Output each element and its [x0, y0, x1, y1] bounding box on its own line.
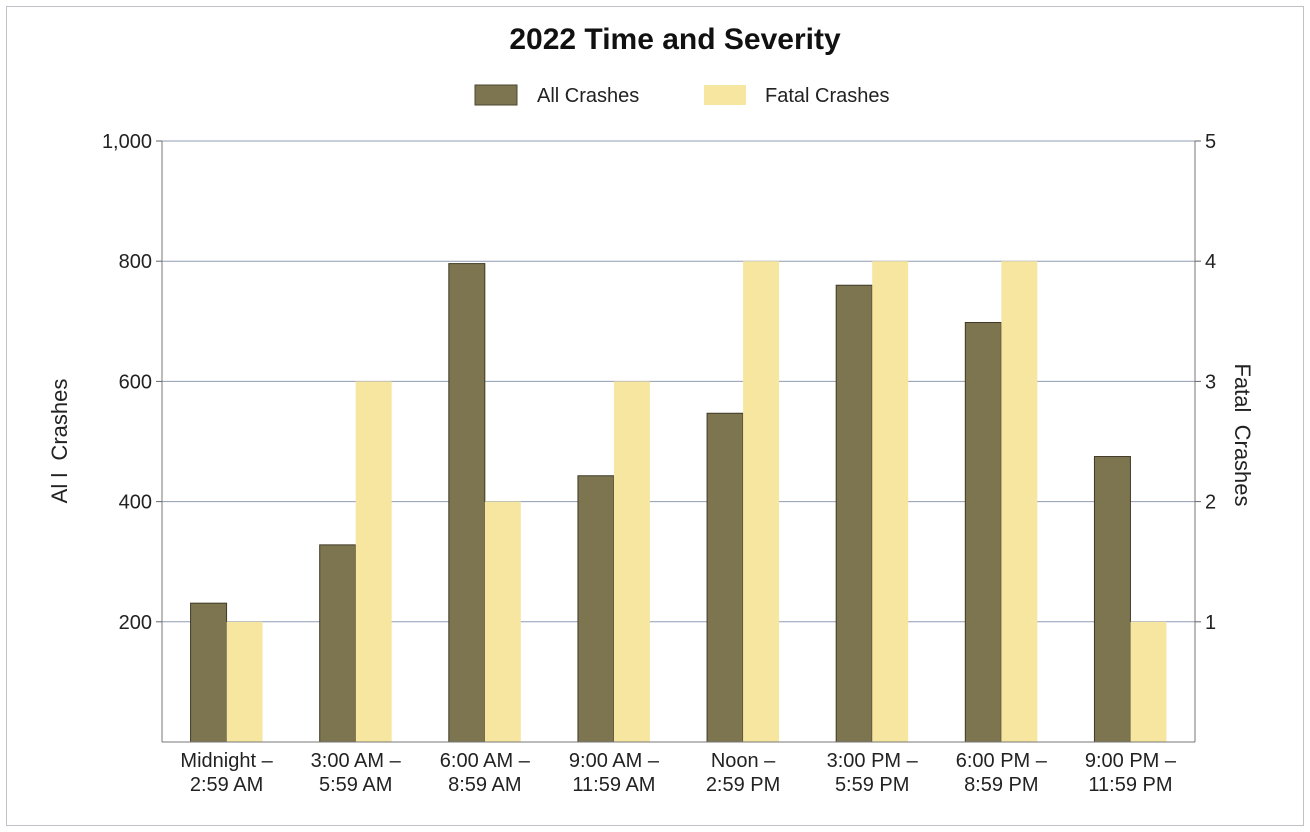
right-tick-label: 4 — [1205, 251, 1216, 273]
right-tick-label: 5 — [1205, 131, 1216, 153]
x-tick-label: 6:00 AM – — [440, 750, 531, 772]
legend-label-all-crashes: All Crashes — [537, 85, 639, 107]
bar-all-crashes — [448, 263, 486, 743]
right-axis-ticks: 1 2 3 4 5 — [1195, 131, 1216, 634]
legend: All Crashes Fatal Crashes — [474, 84, 890, 107]
right-tick-label: 2 — [1205, 492, 1216, 514]
bar-all-crashes — [319, 544, 357, 743]
left-axis-title: Al l Crashes — [47, 379, 72, 504]
bars — [190, 261, 1167, 743]
left-axis-ticks: 200 400 600 800 1,000 — [102, 131, 162, 634]
axes — [161, 141, 1196, 743]
x-tick-label: 3:00 PM – — [827, 750, 919, 772]
left-tick-label: 1,000 — [102, 131, 152, 153]
left-tick-label: 400 — [119, 492, 152, 514]
x-tick-label: 5:59 PM — [835, 774, 909, 796]
x-tick-label: 11:59 AM — [572, 774, 655, 796]
x-tick-label: 9:00 AM – — [569, 750, 660, 772]
bar-all-crashes — [835, 284, 873, 743]
left-tick-label: 800 — [119, 251, 152, 273]
x-tick-label: 3:00 AM – — [311, 750, 402, 772]
gridlines — [162, 140, 1195, 623]
x-axis-ticks: Midnight –2:59 AM 3:00 AM –5:59 AM 6:00 AM… — [180, 750, 1176, 796]
bar-fatal-crashes — [1001, 261, 1038, 742]
x-tick-label: 8:59 PM — [964, 774, 1038, 796]
x-tick-label: 11:59 PM — [1088, 774, 1172, 796]
x-tick-label: 9:00 PM – — [1085, 750, 1177, 772]
x-tick-label: 8:59 AM — [448, 774, 521, 796]
legend-swatch-all-crashes — [474, 84, 518, 106]
bar-fatal-crashes — [1130, 621, 1167, 742]
bar-all-crashes — [964, 322, 1002, 743]
bar-fatal-crashes — [484, 501, 521, 742]
legend-swatch-fatal-crashes — [704, 85, 746, 105]
left-tick-label: 600 — [119, 371, 152, 393]
right-axis-title: Fatal Crashes — [1230, 363, 1255, 506]
x-tick-label: 6:00 PM – — [956, 750, 1048, 772]
chart-title: 2022 Time and Severity — [509, 23, 841, 56]
chart-frame: 2022 Time and Severity All Crashes Fatal… — [6, 6, 1304, 826]
right-tick-label: 3 — [1205, 371, 1216, 393]
x-tick-label: Midnight – — [180, 750, 273, 772]
x-tick-label: 5:59 AM — [319, 774, 392, 796]
bar-fatal-crashes — [743, 261, 780, 742]
bar-fatal-crashes — [355, 381, 392, 742]
bar-all-crashes — [577, 475, 615, 743]
bar-all-crashes — [1093, 456, 1131, 743]
right-tick-label: 1 — [1205, 612, 1216, 634]
chart-svg: 2022 Time and Severity All Crashes Fatal… — [47, 23, 1255, 796]
bar-fatal-crashes — [872, 261, 909, 742]
bar-all-crashes — [706, 412, 744, 743]
legend-label-fatal-crashes: Fatal Crashes — [765, 85, 890, 107]
x-tick-label: 2:59 AM — [190, 774, 263, 796]
bar-all-crashes — [190, 602, 228, 743]
x-tick-label: Noon – — [711, 750, 776, 772]
bar-fatal-crashes — [226, 621, 263, 742]
bar-fatal-crashes — [613, 381, 650, 742]
x-tick-label: 2:59 PM — [706, 774, 780, 796]
left-tick-label: 200 — [119, 612, 152, 634]
